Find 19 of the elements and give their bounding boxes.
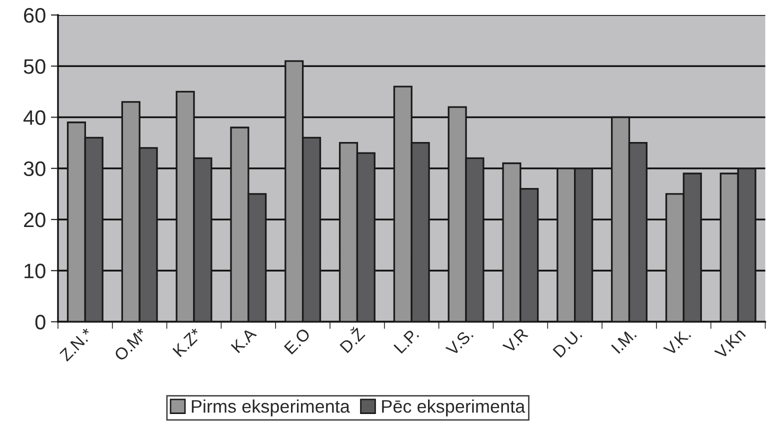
x-tick-label: D.U. [552,328,582,358]
x-tick-label: V.Kn [714,328,746,360]
y-tick-label: 60 [24,8,46,23]
x-tick-label: V.K. [662,328,692,356]
x-tick-label: L.P. [394,328,420,354]
legend-label: Pēc eksperimenta [382,400,526,416]
x-tick-label: E.O [284,327,311,355]
y-tick-label: 50 [24,59,46,74]
x-tick-label: D.Ž [337,325,366,354]
y-tick-label: 40 [23,110,46,126]
x-tick-label: K.A [230,327,257,354]
x-tick-label: V.R [502,328,528,354]
y-tick-label: 10 [24,264,46,278]
y-tick-label: 30 [24,161,46,176]
legend-label: Pirms eksperimenta [192,400,350,416]
x-tick-label: I.M. [611,328,637,354]
y-tick-label: 20 [24,212,46,228]
x-tick-label: V.S. [445,328,474,356]
y-tick-label: 0 [35,314,46,330]
